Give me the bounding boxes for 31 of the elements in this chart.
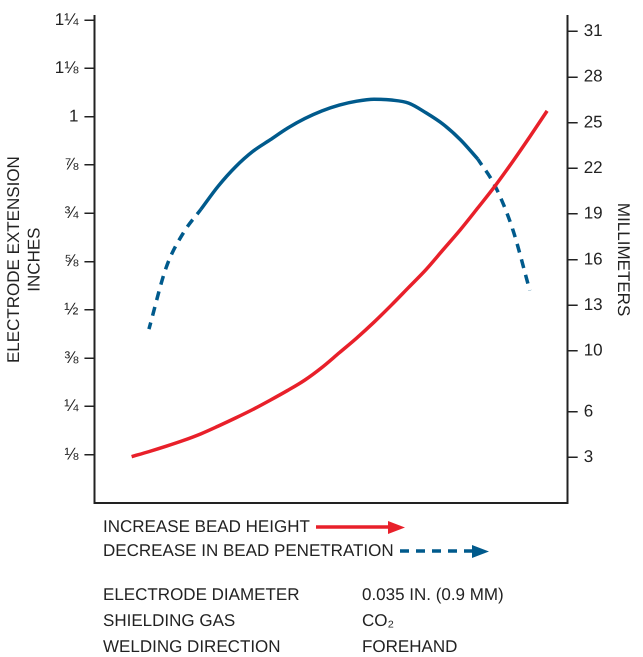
text: ELECTRODE DIAMETER [103, 584, 300, 606]
y2-tick-label: 31 [584, 21, 603, 40]
y-tick-label: ⅛ [64, 444, 80, 464]
legend-label: DECREASE IN BEAD PENETRATION [103, 540, 394, 562]
y2-tick-label: 16 [584, 249, 603, 268]
y-tick-label: ⅝ [64, 251, 80, 270]
y-tick-label: ⅜ [64, 348, 80, 367]
y-tick-label: ¼ [64, 396, 80, 416]
y-tick-label: ½ [64, 300, 78, 319]
text: 0.035 IN. (0.9 MM) [362, 584, 505, 606]
y-tick-label: ¾ [64, 202, 80, 222]
text: CO₂ [362, 610, 396, 632]
y2-tick-label: 25 [584, 112, 603, 132]
y2-tick-label: 6 [584, 401, 594, 420]
y2-tick-label: 3 [584, 447, 594, 466]
y-tick-label: 1⅛ [54, 58, 80, 78]
text: WELDING DIRECTION [103, 636, 282, 657]
y2-tick-label: 22 [584, 158, 603, 178]
y2-axis-title: MILLIMETERS [614, 202, 634, 316]
y-tick-label: 1 [68, 106, 78, 126]
text: FOREHAND [362, 636, 458, 657]
y2-tick-label: 19 [584, 204, 603, 223]
legend-label: INCREASE BEAD HEIGHT [103, 516, 310, 538]
line-series [130, 109, 549, 458]
y-tick-label: 1¼ [54, 10, 80, 29]
y2-tick-label: 13 [584, 294, 603, 314]
y-tick-label: ⅞ [64, 154, 80, 174]
y-axis-title: ELECTRODE EXTENSION INCHES [4, 156, 44, 364]
y2-tick-label: 28 [584, 66, 603, 86]
y2-tick-label: 10 [584, 340, 603, 360]
text: SHIELDING GAS [103, 610, 236, 632]
